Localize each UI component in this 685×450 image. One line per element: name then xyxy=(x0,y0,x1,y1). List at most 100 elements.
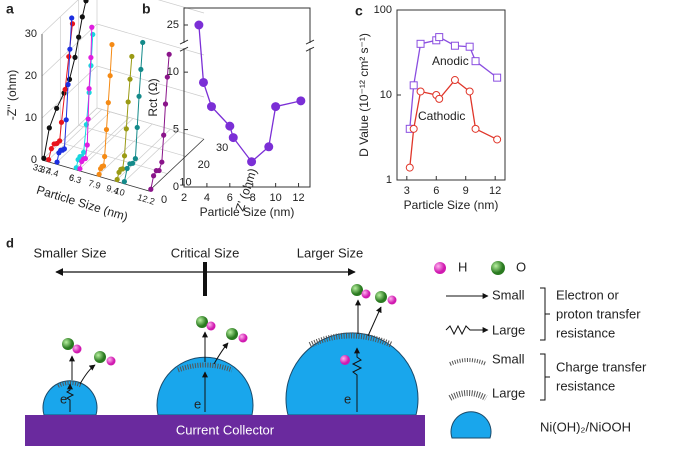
legend-text: resistance xyxy=(556,325,615,340)
legend-label: H xyxy=(458,259,467,274)
x-tick-label: 12 xyxy=(292,192,304,204)
molecules xyxy=(62,284,397,385)
point xyxy=(125,99,131,105)
x-axis-label: Particle Size (nm) xyxy=(404,198,499,212)
grid-line xyxy=(115,128,171,182)
point xyxy=(109,41,115,48)
point xyxy=(416,87,425,96)
x-tick-label: 4 xyxy=(204,192,210,204)
point xyxy=(148,186,154,192)
point xyxy=(103,126,110,133)
point xyxy=(129,53,135,60)
point xyxy=(409,124,418,133)
point xyxy=(140,39,146,46)
point xyxy=(121,179,127,185)
point xyxy=(76,34,82,40)
legend-label: O xyxy=(516,259,526,274)
particle xyxy=(42,380,98,416)
point xyxy=(66,76,73,82)
point xyxy=(96,171,102,177)
z-tick-label: 6 xyxy=(68,172,76,183)
grid-line xyxy=(96,107,205,140)
legend-text: proton transfer xyxy=(556,306,641,321)
point xyxy=(84,142,90,148)
legend-label: Small xyxy=(492,351,525,366)
point xyxy=(69,21,76,27)
z-tick-label: 6.3 xyxy=(68,172,83,185)
curve xyxy=(79,27,93,169)
axis-break-gap xyxy=(181,43,187,49)
point xyxy=(264,142,274,152)
point xyxy=(134,124,140,131)
point xyxy=(465,42,474,51)
point xyxy=(150,173,157,179)
point xyxy=(124,165,130,172)
point xyxy=(46,157,52,163)
z-tick-label: 7.9 xyxy=(87,178,102,191)
series-label: Anodic xyxy=(432,54,469,68)
point xyxy=(90,31,96,38)
grid-line xyxy=(60,142,168,175)
current-collector xyxy=(25,415,425,446)
y-tick-label: 1 xyxy=(386,174,392,186)
point xyxy=(105,100,111,106)
x-tick-label: 6 xyxy=(227,192,233,204)
grid-line xyxy=(96,23,205,56)
hatch xyxy=(308,332,394,348)
point xyxy=(123,126,129,132)
series-line xyxy=(198,24,301,163)
legend-hatch xyxy=(448,390,488,401)
point xyxy=(120,166,126,172)
y-tick-label: 20 xyxy=(25,70,37,82)
point xyxy=(127,76,133,82)
point xyxy=(465,87,474,96)
collector-label: Current Collector xyxy=(176,422,275,437)
x-tick-label: 20 xyxy=(198,159,210,171)
legend-label: Small xyxy=(492,287,525,302)
grid-line xyxy=(41,65,98,119)
point xyxy=(162,101,169,107)
point xyxy=(88,54,94,61)
point xyxy=(194,20,204,30)
point xyxy=(46,125,52,131)
point xyxy=(89,24,95,30)
panel-label: a xyxy=(6,1,14,17)
point xyxy=(41,155,47,161)
point xyxy=(136,93,142,99)
y-axis-label: Rct (Ω) xyxy=(146,78,160,116)
y-tick-label: 5 xyxy=(173,123,179,135)
point xyxy=(54,105,60,111)
point xyxy=(435,94,444,103)
point xyxy=(225,121,235,131)
panel-label: c xyxy=(355,3,363,19)
y-tick-label: 10 xyxy=(167,66,179,78)
legend-text: Electron or xyxy=(556,287,620,302)
legend-zigzag xyxy=(445,324,489,336)
electron-path xyxy=(66,383,75,412)
x-tick-label: 9 xyxy=(463,185,469,197)
point xyxy=(435,33,444,42)
legend-h xyxy=(434,262,446,274)
x-tick-label: 10 xyxy=(270,192,282,204)
legend-hatch xyxy=(449,358,487,366)
point xyxy=(409,81,418,90)
point xyxy=(405,163,414,172)
point xyxy=(86,86,92,92)
hatch xyxy=(57,381,83,388)
point xyxy=(114,176,120,183)
point xyxy=(138,66,144,73)
point xyxy=(416,39,425,48)
legend-o xyxy=(491,261,505,275)
point xyxy=(102,153,108,160)
legend-particle xyxy=(450,411,492,439)
point xyxy=(493,135,502,144)
z-tick-label: 12.2 xyxy=(136,192,156,207)
point xyxy=(161,132,167,138)
hatch xyxy=(177,362,233,373)
h-atom xyxy=(340,355,350,365)
point xyxy=(247,157,257,167)
z-tick-label: 10 xyxy=(113,185,126,197)
axis-break-mark xyxy=(305,39,315,52)
grid-line xyxy=(46,109,103,162)
x-tick-label: 30 xyxy=(216,142,228,154)
